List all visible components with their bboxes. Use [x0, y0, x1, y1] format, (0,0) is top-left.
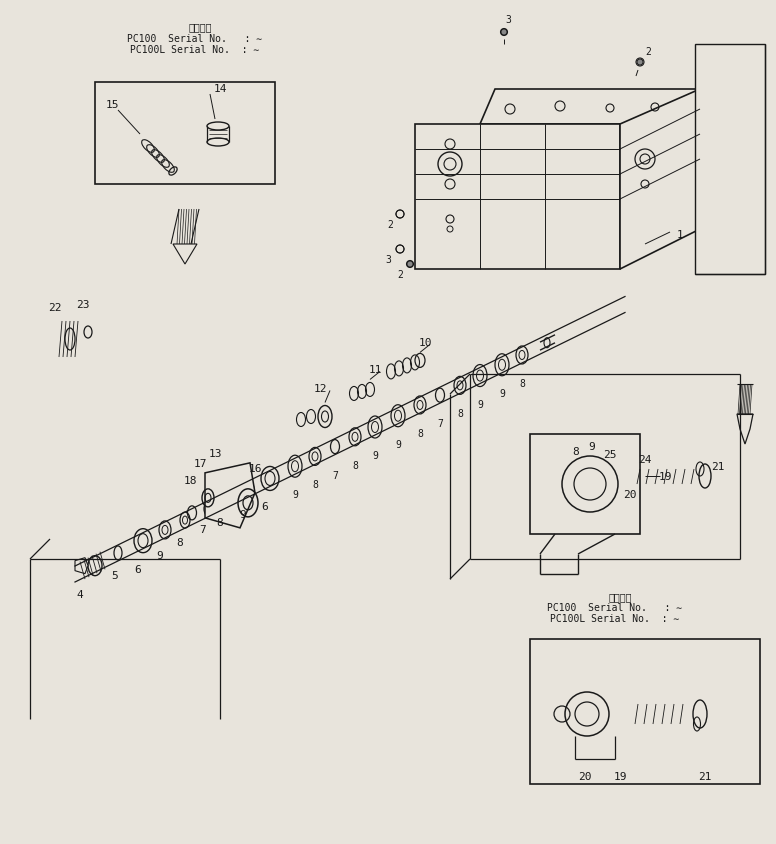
- Text: 9: 9: [372, 451, 378, 461]
- Text: PC100L Serial No.  : ∼: PC100L Serial No. : ∼: [130, 45, 260, 55]
- Polygon shape: [620, 90, 700, 270]
- Polygon shape: [205, 463, 255, 528]
- Text: 7: 7: [437, 419, 443, 429]
- Text: 4: 4: [77, 589, 83, 599]
- Text: 8: 8: [177, 538, 183, 548]
- Text: 15: 15: [106, 100, 119, 110]
- Text: 8: 8: [573, 446, 580, 457]
- Polygon shape: [415, 125, 620, 270]
- Text: 12: 12: [314, 384, 327, 394]
- Text: 21: 21: [712, 462, 725, 472]
- Text: 1: 1: [677, 230, 684, 240]
- Text: 17: 17: [193, 458, 206, 468]
- Text: 19: 19: [613, 771, 627, 781]
- Text: 9: 9: [499, 388, 505, 398]
- Text: 14: 14: [213, 84, 227, 94]
- Text: 11: 11: [369, 365, 382, 375]
- Bar: [95, 83, 275, 185]
- Text: 10: 10: [418, 338, 431, 348]
- Text: 3: 3: [385, 255, 391, 265]
- Text: 25: 25: [603, 450, 617, 459]
- Polygon shape: [737, 414, 753, 445]
- Text: 6: 6: [262, 502, 268, 511]
- Text: 8: 8: [457, 408, 463, 419]
- Circle shape: [501, 30, 507, 36]
- Text: PC100  Serial No.   : ∼: PC100 Serial No. : ∼: [127, 34, 262, 44]
- Bar: [530, 435, 640, 534]
- Polygon shape: [695, 45, 765, 274]
- Text: 9: 9: [395, 439, 401, 449]
- Circle shape: [637, 60, 643, 66]
- Text: 8: 8: [217, 518, 223, 528]
- Text: 9: 9: [292, 490, 298, 500]
- Polygon shape: [480, 90, 700, 125]
- Text: 9: 9: [157, 550, 164, 560]
- Text: 19: 19: [658, 472, 672, 481]
- Text: 6: 6: [134, 564, 141, 574]
- Text: 20: 20: [623, 490, 637, 500]
- Text: 2: 2: [387, 219, 393, 230]
- Bar: [530, 639, 760, 784]
- Text: 5: 5: [112, 571, 119, 580]
- Text: 20: 20: [578, 771, 592, 781]
- Text: 7: 7: [332, 470, 338, 480]
- Text: 23: 23: [76, 300, 90, 310]
- Text: 16: 16: [248, 463, 262, 473]
- Text: PC100L Serial No.  : ∼: PC100L Serial No. : ∼: [550, 614, 680, 623]
- Text: 8: 8: [519, 378, 525, 388]
- Text: 通用号機: 通用号機: [608, 592, 632, 601]
- Text: 21: 21: [698, 771, 712, 781]
- Text: 8: 8: [312, 480, 318, 490]
- Text: 通用号機: 通用号機: [189, 22, 212, 32]
- Text: 7: 7: [199, 524, 206, 534]
- Text: 8: 8: [417, 429, 423, 438]
- Text: 24: 24: [638, 454, 652, 464]
- Text: 22: 22: [48, 303, 62, 312]
- Text: 9: 9: [589, 441, 595, 452]
- Text: PC100  Serial No.   : ∼: PC100 Serial No. : ∼: [547, 603, 683, 612]
- Text: 2: 2: [645, 47, 651, 57]
- Polygon shape: [75, 558, 88, 574]
- Text: 13: 13: [208, 448, 222, 458]
- Polygon shape: [173, 245, 197, 265]
- Circle shape: [407, 262, 413, 268]
- Text: 18: 18: [183, 475, 197, 485]
- Text: 9: 9: [240, 510, 246, 520]
- Text: 9: 9: [477, 399, 483, 409]
- Text: 8: 8: [352, 460, 358, 470]
- Text: 3: 3: [505, 15, 511, 25]
- Text: 2: 2: [397, 270, 403, 279]
